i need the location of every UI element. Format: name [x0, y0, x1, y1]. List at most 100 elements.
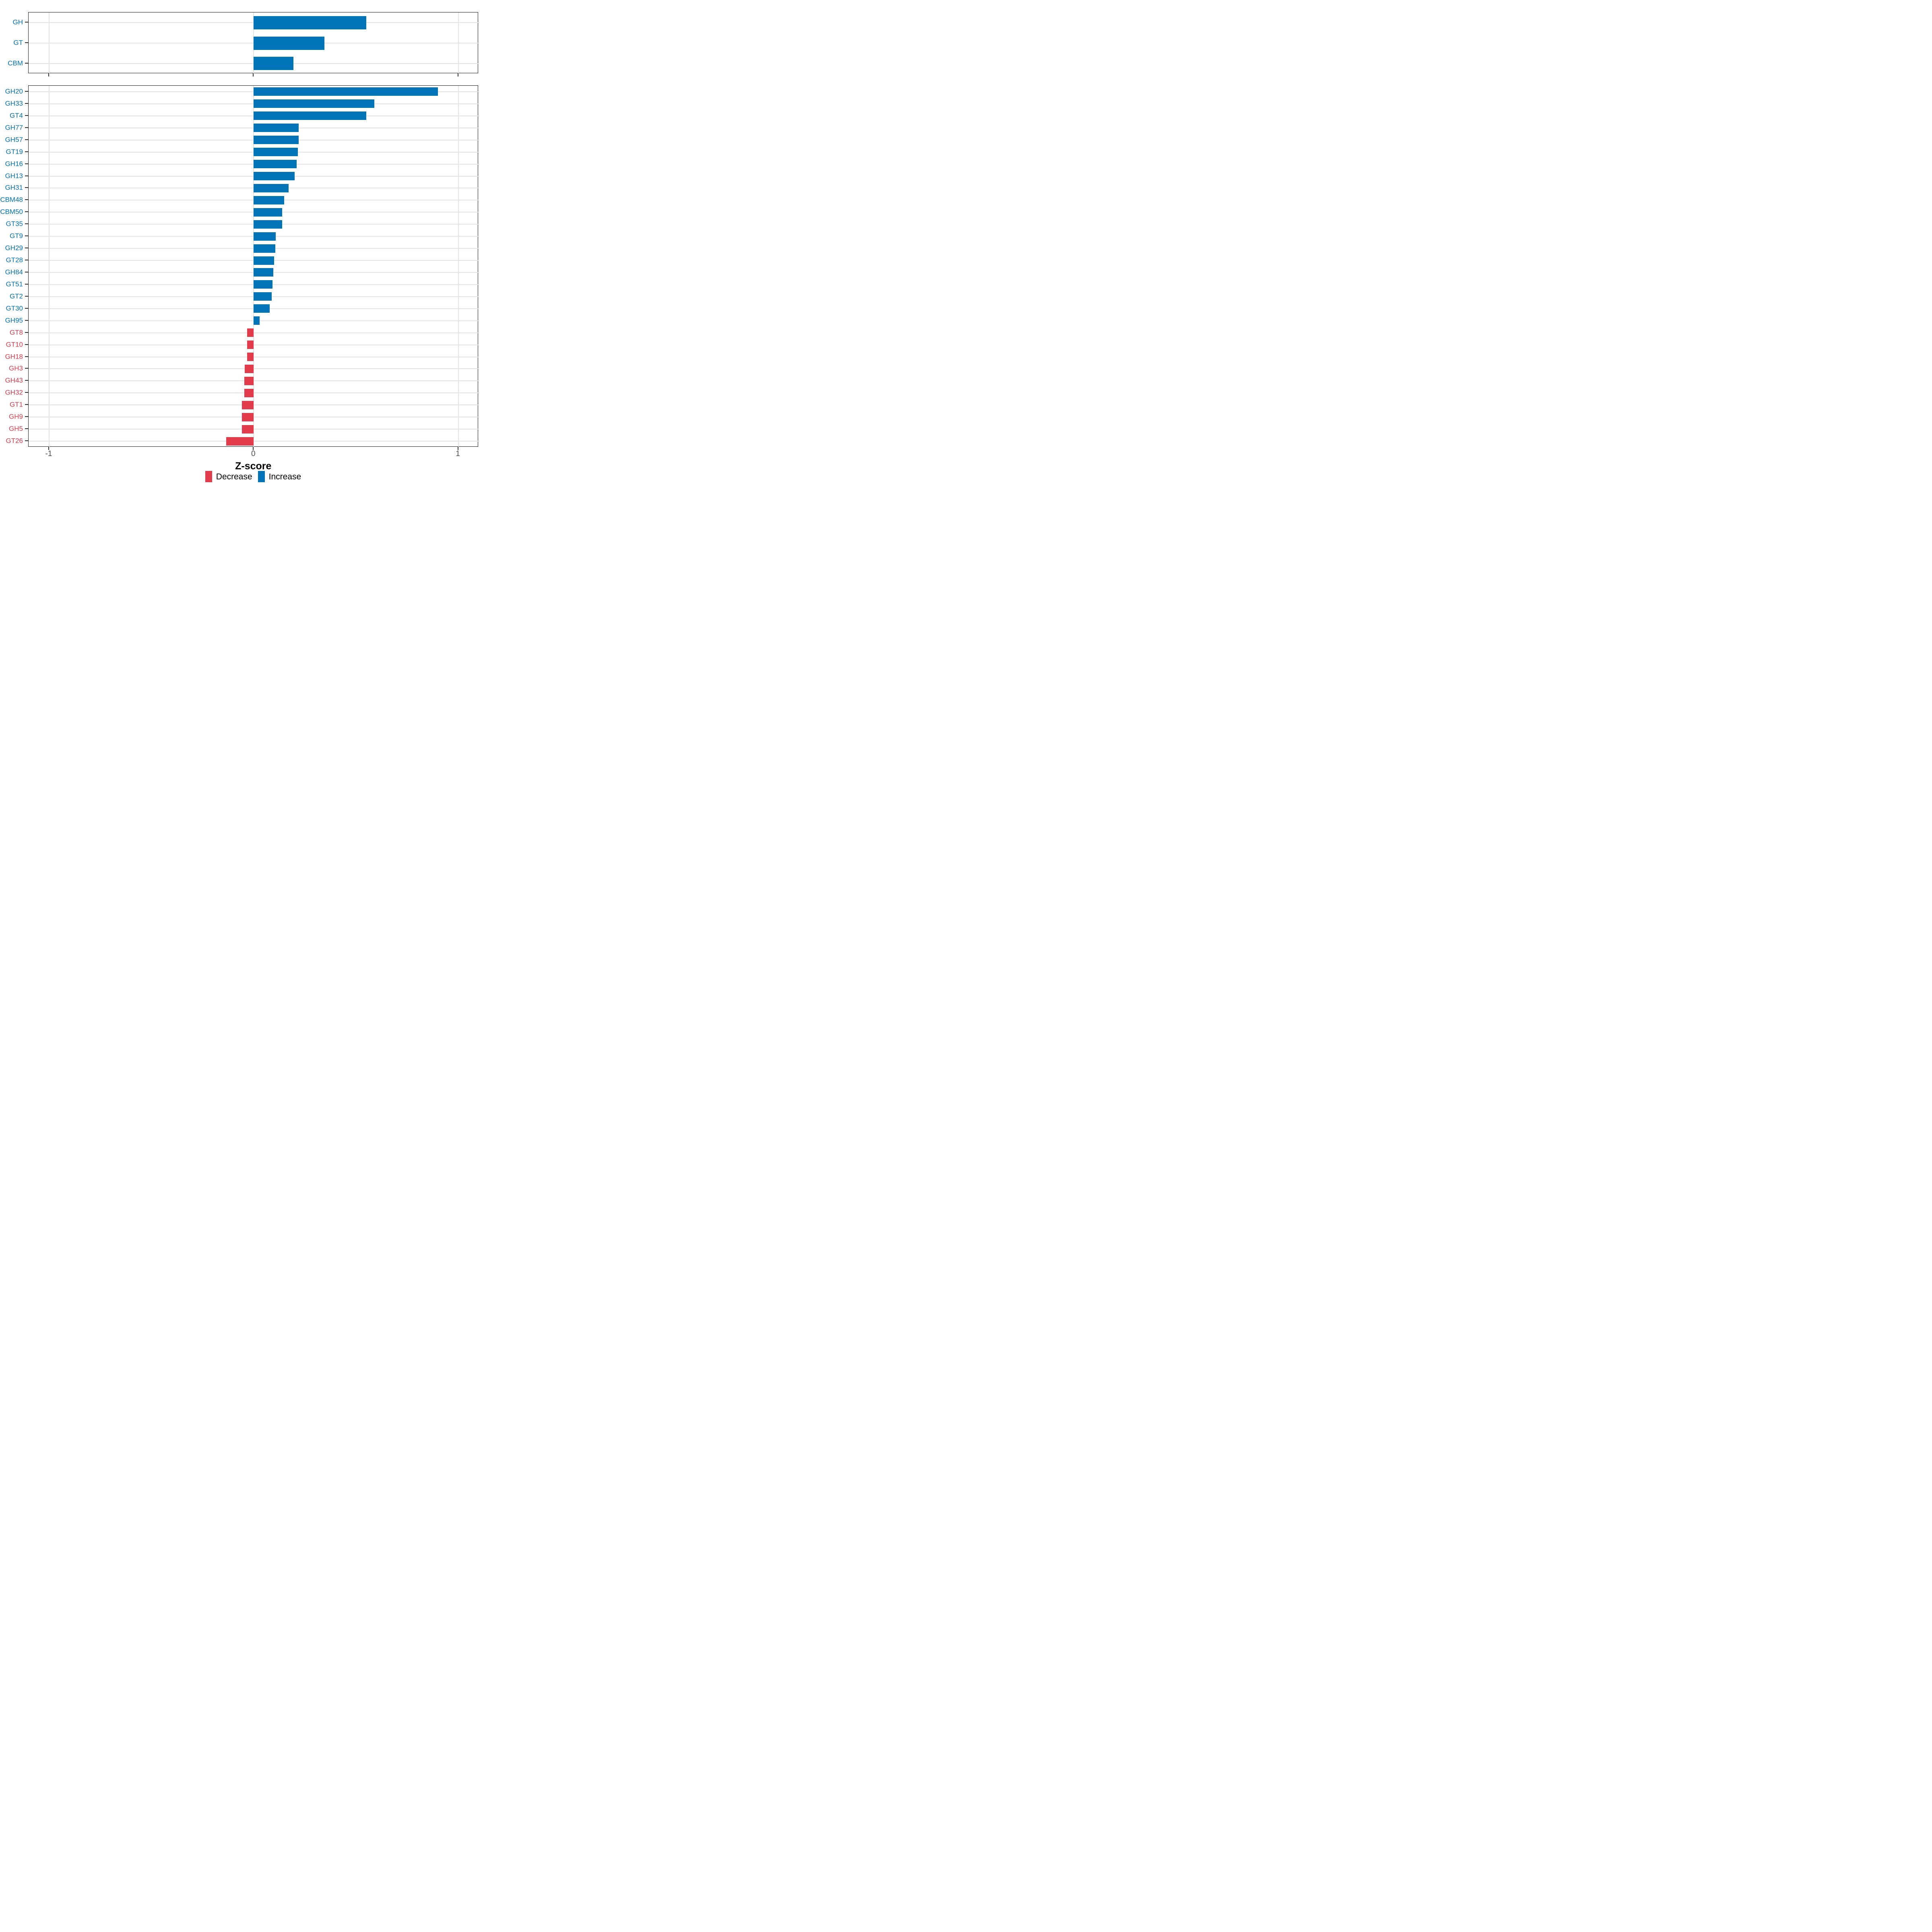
- y-axis-label-gt9: GT9: [9, 232, 23, 240]
- y-axis-tick: [25, 62, 28, 64]
- horizontal-gridline: [29, 320, 479, 321]
- y-axis-label-gt28: GT28: [6, 256, 23, 264]
- bar-gh16: [254, 160, 297, 169]
- y-axis-tick: [25, 344, 28, 345]
- y-axis-label-gh77: GH77: [5, 124, 23, 132]
- horizontal-gridline: [29, 212, 479, 213]
- bar-gt30: [254, 304, 270, 313]
- horizontal-gridline: [29, 236, 479, 237]
- vertical-gridline: [49, 86, 50, 447]
- y-axis-tick: [25, 115, 28, 116]
- y-axis-tick: [25, 440, 28, 442]
- top-panel: [28, 12, 479, 74]
- legend-key-decrease-swatch: [205, 471, 212, 482]
- horizontal-gridline: [29, 63, 479, 64]
- y-axis-tick: [25, 127, 28, 128]
- legend: Decrease Increase: [28, 470, 478, 483]
- x-axis-tick-label: -1: [45, 450, 52, 458]
- cazyme-zscore-figure: GH GT CBM GH20 GH33 GT4 GH77 GH57 GT19 GH16 GH13 GH…: [0, 0, 483, 483]
- y-axis-label-gt10: GT10: [6, 341, 23, 349]
- bar-gt28: [254, 256, 275, 265]
- y-axis-label-gh33: GH33: [5, 99, 23, 107]
- y-axis-label-gh57: GH57: [5, 136, 23, 144]
- horizontal-gridline: [29, 224, 479, 225]
- y-axis-label-gh18: GH18: [5, 353, 23, 360]
- y-axis-tick: [25, 295, 28, 297]
- y-axis-tick: [25, 380, 28, 381]
- y-axis-label-cbm48: CBM48: [0, 196, 23, 204]
- y-axis-tick: [25, 139, 28, 140]
- bar-gt: [254, 36, 324, 50]
- y-axis-label-gh95: GH95: [5, 316, 23, 324]
- y-axis-tick: [25, 332, 28, 333]
- legend-key-increase-swatch: [258, 471, 265, 482]
- bar-gt19: [254, 148, 298, 157]
- bar-gh43: [244, 376, 254, 385]
- y-axis-label-gt35: GT35: [6, 220, 23, 228]
- bar-gh84: [254, 268, 273, 277]
- y-axis-tick: [25, 42, 28, 43]
- bar-gt2: [254, 292, 272, 301]
- bar-gh13: [254, 172, 295, 180]
- y-axis-tick: [25, 356, 28, 357]
- y-axis-tick: [25, 187, 28, 188]
- y-axis-label-gh: GH: [12, 18, 23, 26]
- y-axis-label-gh20: GH20: [5, 87, 23, 95]
- bar-cbm: [254, 57, 294, 70]
- bar-gh32: [244, 388, 254, 397]
- y-axis-label-gh84: GH84: [5, 268, 23, 276]
- bar-gt9: [254, 232, 276, 241]
- bar-gt1: [242, 400, 254, 409]
- bottom-panel: [28, 85, 479, 447]
- y-axis-tick: [25, 392, 28, 393]
- x-axis-tick-label: 0: [251, 450, 256, 458]
- y-axis-label-gh5: GH5: [9, 425, 23, 433]
- x-axis-title: Z-score: [235, 460, 272, 472]
- bar-cbm48: [254, 196, 285, 204]
- legend-label-decrease: Decrease: [216, 472, 252, 481]
- y-axis-label-gt1: GT1: [9, 400, 23, 409]
- y-axis-label-gh29: GH29: [5, 244, 23, 252]
- bar-gt51: [254, 280, 272, 289]
- bar-gt10: [247, 341, 254, 349]
- y-axis-tick: [25, 103, 28, 104]
- bar-gh77: [254, 124, 299, 132]
- vertical-gridline: [458, 86, 459, 447]
- x-axis-tick: [48, 447, 49, 450]
- x-axis-tick: [253, 447, 254, 450]
- bar-gh95: [254, 316, 260, 325]
- bar-gt26: [226, 437, 254, 446]
- bar-gh29: [254, 244, 276, 253]
- bar-gh20: [254, 87, 438, 96]
- y-axis-label-gh13: GH13: [5, 172, 23, 180]
- x-axis-tick: [48, 73, 49, 76]
- horizontal-gridline: [29, 248, 479, 249]
- horizontal-gridline: [29, 296, 479, 297]
- horizontal-gridline: [29, 175, 479, 177]
- y-axis-tick: [25, 91, 28, 92]
- y-axis-label-gt19: GT19: [6, 148, 23, 156]
- bar-gt4: [254, 111, 366, 120]
- x-axis-tick: [253, 73, 254, 76]
- horizontal-gridline: [29, 163, 479, 165]
- bar-gt35: [254, 220, 283, 229]
- horizontal-gridline: [29, 284, 479, 285]
- y-axis-tick: [25, 416, 28, 417]
- horizontal-gridline: [29, 260, 479, 261]
- bar-gt8: [247, 328, 254, 337]
- y-axis-tick: [25, 199, 28, 200]
- y-axis-label-gh32: GH32: [5, 388, 23, 396]
- y-axis-tick: [25, 283, 28, 285]
- y-axis-label-gt4: GT4: [9, 111, 23, 120]
- y-axis-tick: [25, 368, 28, 369]
- y-axis-label-gt8: GT8: [9, 328, 23, 336]
- y-axis-tick: [25, 163, 28, 164]
- y-axis-tick: [25, 223, 28, 225]
- vertical-gridline: [253, 86, 254, 447]
- y-axis-label-gh31: GH31: [5, 184, 23, 192]
- horizontal-gridline: [29, 272, 479, 273]
- y-axis-label-cbm: CBM: [8, 59, 23, 67]
- y-axis-tick: [25, 235, 28, 237]
- y-axis-label-cbm50: CBM50: [0, 208, 23, 216]
- horizontal-gridline: [29, 308, 479, 309]
